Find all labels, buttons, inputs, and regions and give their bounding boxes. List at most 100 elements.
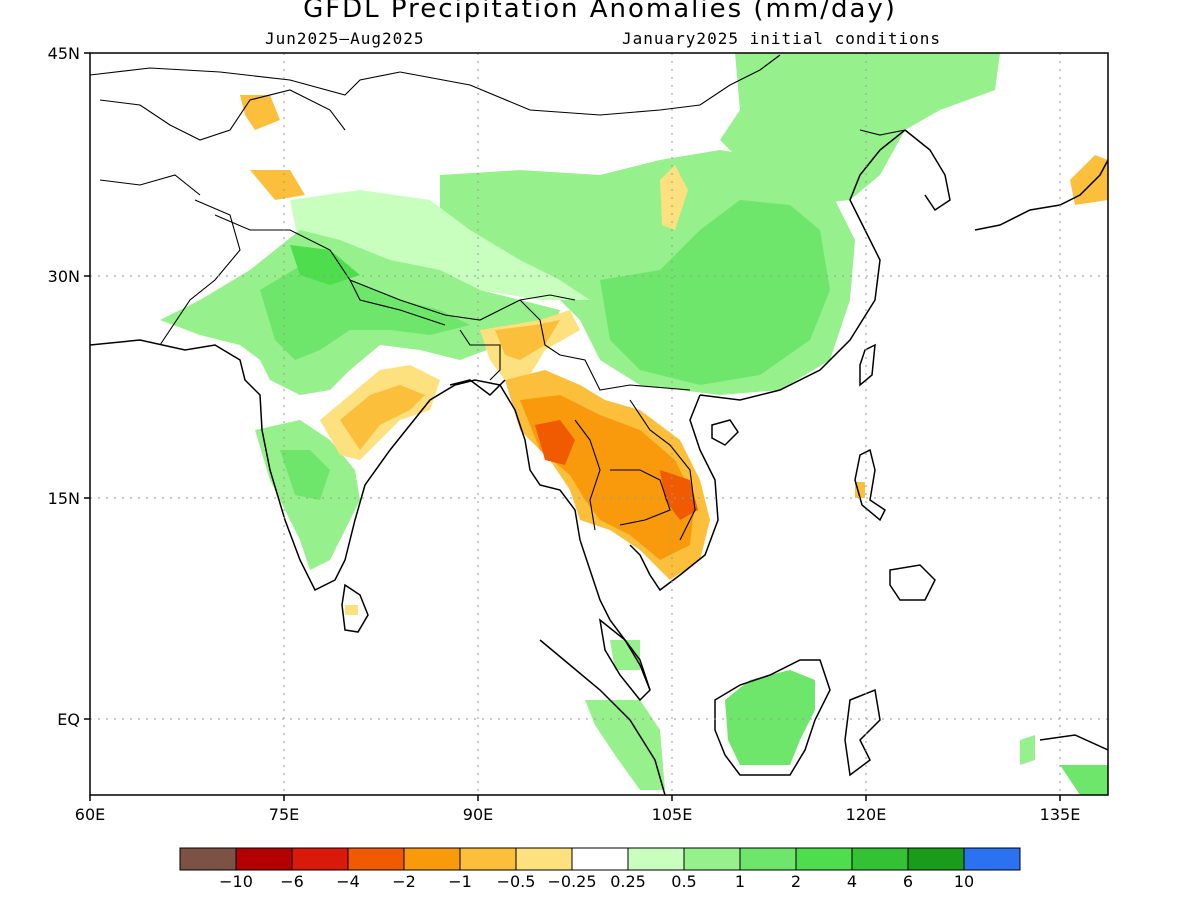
colorbar-label: 10 xyxy=(954,872,974,891)
coastline-malaya xyxy=(598,618,651,702)
colorbar-swatch xyxy=(683,847,741,871)
colorbar-label: −1 xyxy=(448,872,472,891)
region-sri-lanka-dry xyxy=(345,605,358,615)
coastline-borneo xyxy=(714,659,831,776)
border-himalaya xyxy=(214,214,576,321)
coastline-mindanao xyxy=(889,564,936,601)
axis-ticks xyxy=(84,52,1061,801)
lon-label-105e: 105E xyxy=(652,805,693,824)
lat-label-30n: 30N xyxy=(48,267,80,286)
region-japan-dry xyxy=(1070,155,1108,205)
lon-label-60e: 60E xyxy=(75,805,105,824)
region-central-india-dry-core xyxy=(340,385,425,450)
region-sulawesi-wet xyxy=(1020,735,1035,765)
colorbar-label: 1 xyxy=(735,872,745,891)
colorbar-label: −10 xyxy=(219,872,253,891)
colorbar-label: −2 xyxy=(392,872,416,891)
colorbar-label: 6 xyxy=(903,872,913,891)
colorbar-swatch xyxy=(739,847,797,871)
region-burma-strong-dry xyxy=(535,420,575,465)
coastline-taiwan xyxy=(859,343,876,387)
colorbar-swatch xyxy=(571,847,629,871)
border-burma-thailand xyxy=(574,419,601,531)
region-tibet-wet xyxy=(290,190,590,300)
colorbar-label: −6 xyxy=(280,872,304,891)
colorbar-label: −0.25 xyxy=(547,872,596,891)
region-borneo-wet xyxy=(725,670,815,765)
colorbar-swatch xyxy=(459,847,517,871)
border-pakistan-india xyxy=(159,199,241,346)
coastline-bay-bengal-top xyxy=(449,379,506,396)
colorbar-label: −4 xyxy=(336,872,360,891)
coastline-burma-thailand xyxy=(499,384,651,691)
coastline-india xyxy=(90,339,501,592)
border-bangladesh xyxy=(459,329,501,381)
colorbar-swatch xyxy=(179,847,237,871)
coastline-china xyxy=(699,129,906,401)
border-central-asia xyxy=(99,89,346,141)
colorbar-swatch xyxy=(235,847,293,871)
map-frame xyxy=(89,52,1109,796)
border-laos-vietnam xyxy=(629,399,696,541)
region-kashmir-dry xyxy=(250,170,305,200)
region-gansu-dry xyxy=(660,165,688,230)
region-luzon-dry xyxy=(855,482,865,498)
region-north-india-wet-core xyxy=(260,260,470,360)
colorbar-label: −0.5 xyxy=(497,872,536,891)
region-laos-strong-dry xyxy=(660,470,698,520)
lon-label-90e: 90E xyxy=(463,805,493,824)
lat-label-45n: 45N xyxy=(48,44,80,63)
colorbar-swatch xyxy=(907,847,965,871)
border-nepal-south xyxy=(349,279,446,326)
colorbar-label: 0.5 xyxy=(671,872,696,891)
coastline-sumatra xyxy=(539,639,666,795)
longitude-labels: 60E 75E 90E 105E 120E 135E xyxy=(75,805,1081,824)
lat-label-eq: EQ xyxy=(57,710,80,729)
coastline-hainan xyxy=(711,419,739,446)
gridlines xyxy=(90,53,1108,795)
latitude-labels: 45N 30N 15N EQ xyxy=(48,44,80,729)
colorbar-swatch xyxy=(795,847,853,871)
coastline-vietnam xyxy=(629,394,719,592)
colorbar-swatch xyxy=(347,847,405,871)
coastline-new-guinea xyxy=(1039,734,1108,751)
coastline-luzon xyxy=(854,448,886,522)
border-thailand-cambodia xyxy=(610,469,671,526)
region-china-wet-core xyxy=(600,200,830,385)
border-mongolia xyxy=(399,54,781,116)
lon-label-75e: 75E xyxy=(269,805,299,824)
colorbar-label: 0.25 xyxy=(610,872,646,891)
coastline-korea xyxy=(904,129,951,212)
region-sumatra-wet xyxy=(585,700,665,790)
region-himalaya-strong-wet xyxy=(290,245,360,285)
initial-conditions: January2025 initial conditions xyxy=(622,29,941,48)
border-china-korea xyxy=(859,129,906,136)
coastline-sri-lanka xyxy=(341,583,369,633)
colorbar-swatch xyxy=(403,847,461,871)
colorbar-swatch xyxy=(851,847,909,871)
political-borders xyxy=(90,54,906,541)
colorbar-label: 4 xyxy=(847,872,857,891)
map-title: GFDL Precipitation Anomalies (mm/day) xyxy=(303,0,897,24)
colorbar-swatch xyxy=(963,847,1021,871)
colorbar-swatch xyxy=(515,847,573,871)
colorbar-swatch xyxy=(291,847,349,871)
region-malaya-wet xyxy=(610,640,640,670)
colorbar-label: 2 xyxy=(791,872,801,891)
lon-label-135e: 135E xyxy=(1040,805,1081,824)
coastline-sulawesi xyxy=(844,688,881,777)
colorbar-swatch xyxy=(627,847,685,871)
lat-label-15n: 15N xyxy=(48,489,80,508)
colorbar xyxy=(179,847,1021,871)
border-burma-north xyxy=(519,299,691,391)
anomaly-field xyxy=(160,53,1108,795)
colorbar-labels: −10 −6 −4 −2 −1 −0.5 −0.25 0.25 0.5 1 2 4 6 10 xyxy=(219,872,974,891)
coastlines xyxy=(90,129,1108,795)
region-central-asia-dry xyxy=(240,95,280,130)
border-afghanistan xyxy=(99,174,201,196)
forecast-period: Jun2025–Aug2025 xyxy=(265,29,425,48)
region-northeast-india-dry-core xyxy=(495,320,560,360)
border-kazakhstan-china xyxy=(90,67,401,96)
lon-label-120e: 120E xyxy=(846,805,887,824)
